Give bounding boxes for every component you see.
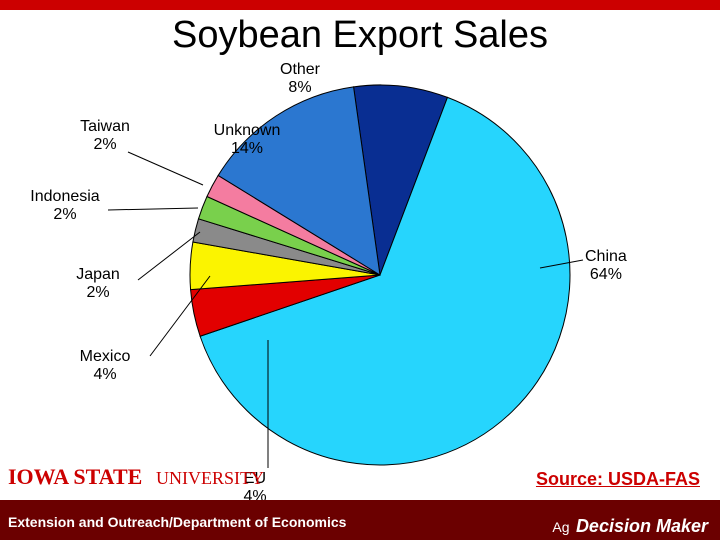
pie-chart: Other8% Unknown14% Taiwan2% Indonesia2% Japa… [0,60,720,480]
leader-line [108,208,198,210]
footer-department: Extension and Outreach/Department of Eco… [8,514,346,530]
slice-label-unknown: Unknown14% [214,122,281,159]
slice-label-mexico: Mexico4% [80,348,131,385]
page-title: Soybean Export Sales [0,14,720,57]
svg-text:IOWA STATE: IOWA STATE [8,464,142,489]
top-accent-bar [0,0,720,10]
footer-bar: Extension and Outreach/Department of Eco… [0,500,720,540]
svg-text:UNIVERSITY: UNIVERSITY [156,468,264,488]
slice-label-other: Other8% [280,61,320,98]
source-label: Source: USDA-FAS [536,469,700,490]
slice-label-china: China64% [585,248,627,285]
leader-line [128,152,203,185]
iowa-state-logo: IOWA STATE UNIVERSITY [8,462,328,492]
slide: Soybean Export Sales Other8% Unknown14% Ta… [0,0,720,540]
slice-label-taiwan: Taiwan2% [80,118,130,155]
ag-decision-maker-logo: Ag Decision Maker [552,517,708,536]
slice-label-japan: Japan2% [76,266,120,303]
slice-label-indonesia: Indonesia2% [30,188,99,225]
